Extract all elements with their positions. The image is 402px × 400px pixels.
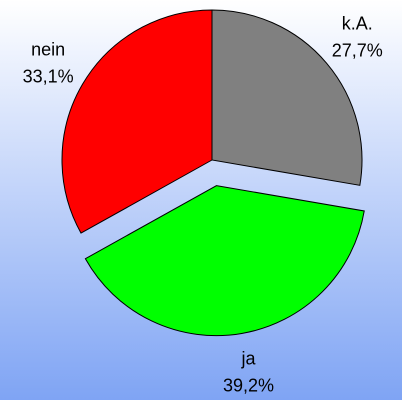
slice-label: nein	[31, 40, 65, 60]
slice-value-label: 39,2%	[223, 376, 274, 396]
slice-label: ja	[240, 349, 256, 369]
pie-slice	[84, 185, 365, 337]
pie-slice	[61, 9, 213, 234]
slice-value-label: 33,1%	[23, 67, 74, 87]
slice-label: k.A.	[342, 13, 373, 33]
slice-value-label: 27,7%	[332, 40, 383, 60]
pie-slice	[211, 9, 363, 186]
